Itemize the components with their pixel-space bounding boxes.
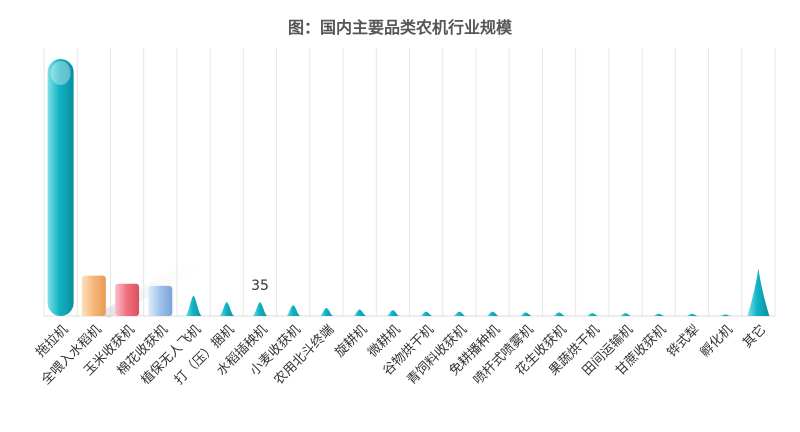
bar[interactable]	[148, 285, 173, 316]
bar[interactable]	[585, 313, 599, 316]
bar[interactable]	[252, 302, 268, 316]
bar[interactable]	[552, 312, 566, 316]
bar[interactable]	[285, 304, 301, 316]
x-tick-label: 旋耕机	[332, 322, 371, 361]
chart-title: 图：国内主要品类农机行业规模	[287, 18, 512, 37]
bar[interactable]	[386, 310, 400, 316]
bar[interactable]	[685, 313, 699, 316]
bar[interactable]	[319, 307, 334, 316]
bar[interactable]	[219, 302, 235, 316]
x-tick-label: 其它	[740, 322, 770, 352]
bar[interactable]	[747, 268, 770, 316]
bar-highlight	[50, 61, 71, 86]
bar[interactable]	[718, 314, 732, 316]
bar[interactable]	[486, 311, 500, 316]
data-label: 35	[251, 278, 269, 294]
x-tick-label: 铧式犁	[665, 322, 703, 360]
bar[interactable]	[47, 59, 74, 316]
x-tick-label: 孵化机	[698, 322, 736, 360]
bar[interactable]	[452, 311, 466, 316]
bar[interactable]	[81, 275, 106, 316]
bar[interactable]	[619, 313, 632, 316]
bar[interactable]	[184, 295, 203, 316]
bar[interactable]	[352, 309, 367, 316]
bar[interactable]	[519, 312, 533, 316]
bar[interactable]	[652, 313, 665, 316]
bar[interactable]	[115, 283, 140, 316]
bar[interactable]	[419, 311, 433, 316]
